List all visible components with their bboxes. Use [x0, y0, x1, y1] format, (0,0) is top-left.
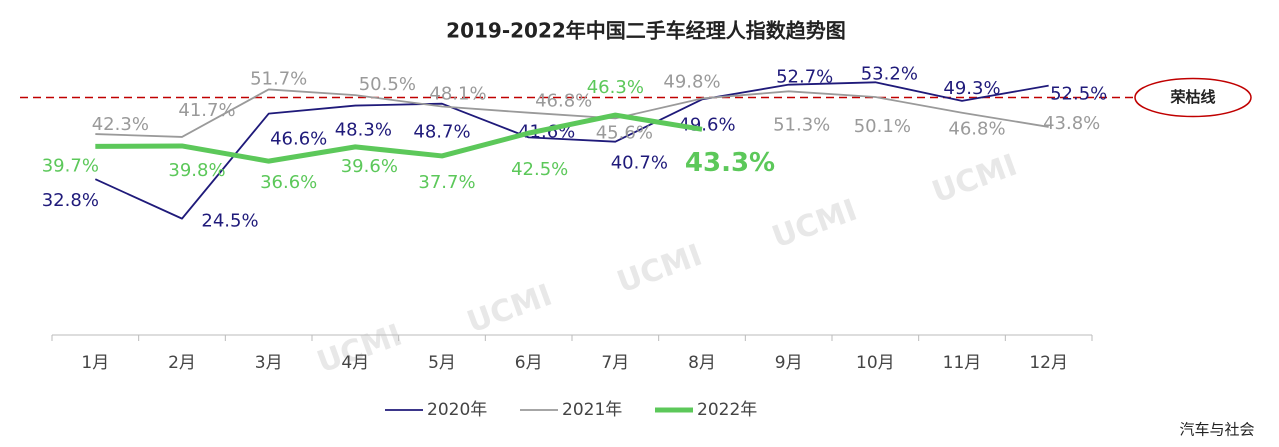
data-label: 46.8%	[948, 119, 1005, 140]
data-label: 39.8%	[168, 160, 225, 181]
data-label: 39.7%	[42, 155, 99, 176]
watermark: UCMI	[928, 148, 1022, 211]
data-label: 41.7%	[178, 100, 235, 121]
x-tick-label: 5月	[428, 353, 456, 373]
data-label: 24.5%	[201, 211, 258, 232]
data-label: 48.7%	[413, 122, 470, 143]
x-tick-label: 7月	[601, 353, 629, 373]
data-label: 39.6%	[341, 156, 398, 177]
data-label: 50.1%	[854, 116, 911, 137]
x-tick-label: 3月	[255, 353, 283, 373]
data-label: 46.6%	[270, 129, 327, 150]
reference-label: 荣枯线	[1169, 88, 1215, 106]
data-label: 50.5%	[359, 74, 416, 95]
data-label: 52.7%	[776, 67, 833, 88]
x-tick-label: 6月	[515, 353, 543, 373]
legend-label: 2020年	[427, 400, 487, 420]
data-label: 53.2%	[861, 63, 918, 84]
data-label: 48.1%	[429, 84, 486, 105]
data-label: 51.7%	[250, 68, 307, 89]
data-label: 49.3%	[943, 78, 1000, 99]
data-label: 42.5%	[511, 159, 568, 180]
reference-label-box	[1134, 77, 1252, 118]
source: 汽车与社会	[1179, 421, 1254, 439]
chart-title: 2019-2022年中国二手车经理人指数趋势图	[446, 19, 846, 43]
x-tick-label: 10月	[856, 353, 895, 373]
data-label: 43.3%	[685, 148, 775, 178]
x-tick-label: 9月	[775, 353, 803, 373]
data-label: 52.5%	[1050, 84, 1107, 105]
data-label: 37.7%	[418, 172, 475, 193]
x-tick-label: 12月	[1029, 353, 1068, 373]
x-tick-label: 2月	[168, 353, 196, 373]
watermark: UCMI	[768, 193, 862, 256]
watermark: UCMI	[463, 278, 557, 341]
x-tick-label: 8月	[688, 353, 716, 373]
line-2	[95, 112, 703, 164]
data-label: 32.8%	[42, 190, 99, 211]
line-0	[94, 81, 1049, 220]
data-label: 49.8%	[663, 71, 720, 92]
data-label: 40.7%	[611, 153, 668, 174]
line-1	[95, 88, 1049, 138]
legend-label: 2022年	[697, 400, 757, 420]
data-label: 43.8%	[1043, 113, 1100, 134]
x-tick-label: 4月	[341, 353, 369, 373]
data-label: 36.6%	[260, 172, 317, 193]
data-label: 48.3%	[335, 120, 392, 141]
x-tick-label: 1月	[81, 353, 109, 373]
data-label: 45.6%	[596, 122, 653, 143]
legend-label: 2021年	[562, 400, 622, 420]
watermark: UCMI	[613, 238, 707, 301]
data-label: 46.3%	[587, 77, 644, 98]
data-label: 46.8%	[535, 91, 592, 112]
data-label: 42.3%	[92, 114, 149, 135]
data-label: 51.3%	[773, 114, 830, 135]
x-tick-label: 11月	[943, 353, 982, 373]
